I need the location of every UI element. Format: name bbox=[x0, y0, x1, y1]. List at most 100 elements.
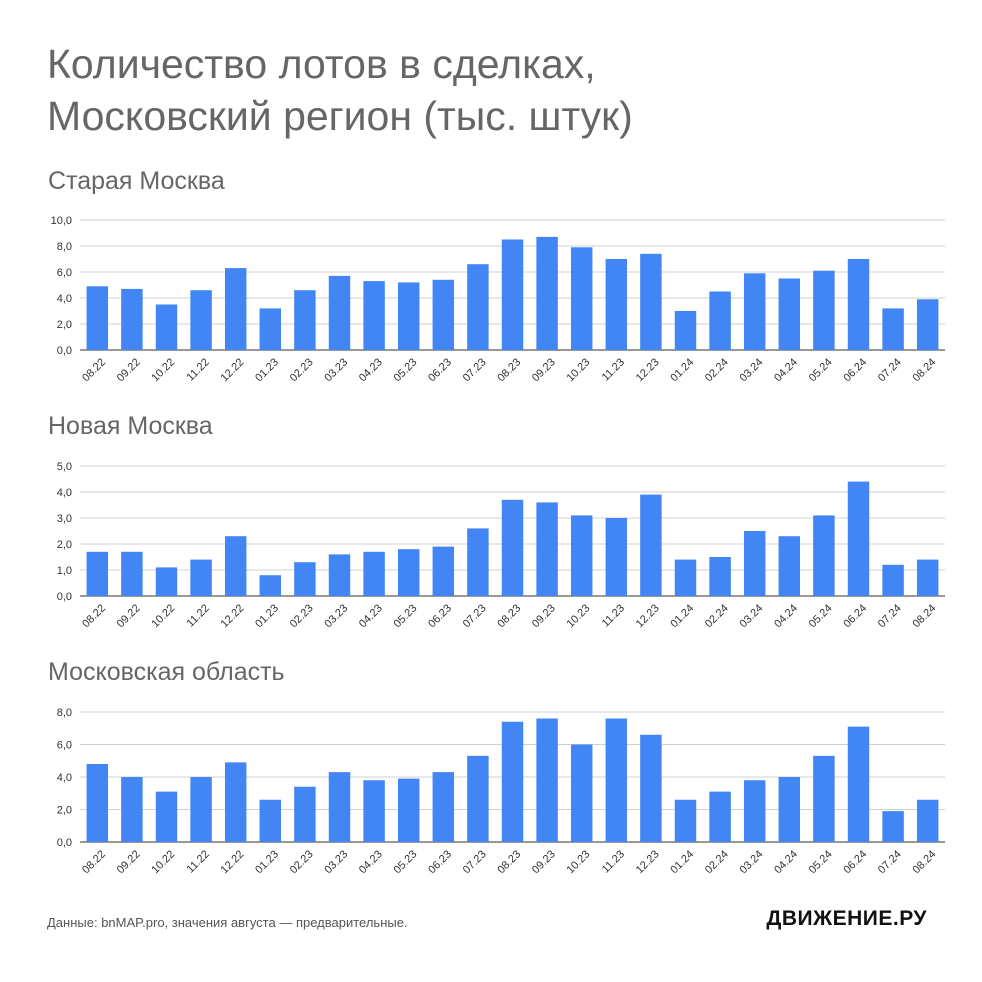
bar-09.23 bbox=[536, 236, 558, 350]
chart-title-old-moscow: Старая Москва bbox=[48, 167, 225, 195]
title-line-2: Московский регион (тыс. штук) bbox=[47, 93, 633, 139]
bar-12.23 bbox=[640, 734, 662, 842]
x-tick-label: 10.22 bbox=[149, 602, 177, 630]
bar-01.23 bbox=[259, 799, 282, 842]
bar-06.23 bbox=[432, 546, 455, 596]
x-tick-label: 12.22 bbox=[219, 356, 247, 384]
y-tick-label: 2,0 bbox=[57, 539, 72, 551]
bar-12.23 bbox=[640, 253, 662, 350]
y-tick-label: 3,0 bbox=[57, 513, 72, 525]
y-tick-label: 5,0 bbox=[57, 461, 72, 473]
bar-08.23 bbox=[501, 721, 524, 842]
bar-01.24 bbox=[674, 799, 697, 842]
bar-11.22 bbox=[190, 559, 212, 596]
page-title: Количество лотов в сделках, Московский р… bbox=[47, 38, 633, 142]
chart-title-new-moscow: Новая Москва bbox=[48, 412, 213, 440]
x-tick-label: 12.22 bbox=[219, 848, 247, 876]
bar-04.23 bbox=[363, 281, 385, 350]
bar-02.23 bbox=[294, 786, 316, 842]
x-tick-label: 07.23 bbox=[461, 848, 489, 876]
y-tick-label: 2,0 bbox=[57, 805, 72, 817]
x-tick-label: 07.24 bbox=[876, 356, 904, 384]
x-tick-label: 05.23 bbox=[392, 356, 420, 384]
x-tick-label: 11.22 bbox=[185, 356, 212, 383]
bar-03.23 bbox=[328, 554, 351, 596]
y-tick-label: 4,0 bbox=[57, 293, 72, 305]
bar-08.24 bbox=[916, 559, 939, 596]
x-tick-label: 09.22 bbox=[115, 356, 143, 384]
bar-12.22 bbox=[224, 536, 247, 596]
x-tick-label: 01.23 bbox=[253, 356, 281, 384]
x-tick-label: 06.23 bbox=[426, 356, 454, 384]
y-tick-label: 6,0 bbox=[57, 267, 72, 279]
x-tick-label: 01.24 bbox=[668, 356, 696, 384]
bar-07.23 bbox=[467, 755, 489, 842]
x-tick-label: 10.23 bbox=[565, 602, 593, 630]
bar-01.23 bbox=[259, 308, 282, 350]
y-tick-label: 0,0 bbox=[57, 591, 72, 603]
x-tick-label: 05.24 bbox=[807, 848, 835, 876]
bar-09.22 bbox=[121, 551, 143, 596]
x-tick-label: 09.23 bbox=[530, 356, 558, 384]
y-tick-label: 1,0 bbox=[57, 565, 72, 577]
x-tick-label: 08.22 bbox=[80, 356, 108, 384]
x-tick-label: 08.24 bbox=[911, 356, 939, 384]
x-tick-label: 02.24 bbox=[703, 848, 731, 876]
x-tick-label: 03.23 bbox=[322, 602, 350, 630]
x-tick-label: 08.23 bbox=[495, 602, 523, 630]
x-tick-label: 05.24 bbox=[807, 356, 835, 384]
bar-06.24 bbox=[847, 726, 870, 842]
x-tick-label: 06.23 bbox=[426, 848, 454, 876]
bar-06.23 bbox=[432, 772, 455, 842]
bar-09.22 bbox=[121, 777, 143, 842]
bar-04.23 bbox=[363, 551, 385, 596]
bar-04.24 bbox=[778, 536, 801, 596]
bar-05.24 bbox=[813, 755, 835, 842]
bar-08.22 bbox=[86, 286, 109, 350]
bar-05.24 bbox=[813, 270, 835, 350]
x-tick-label: 06.24 bbox=[841, 356, 869, 384]
bar-07.24 bbox=[882, 564, 904, 596]
chart-moscow-region: 0,0 2,0 4,0 6,0 8,0 08.22 09.22 10.22 11.22 12.22… bbox=[57, 707, 945, 876]
x-tick-label: 10.22 bbox=[149, 848, 177, 876]
bar-01.24 bbox=[674, 559, 697, 596]
x-tick-label: 04.24 bbox=[772, 356, 800, 384]
bar-08.24 bbox=[916, 299, 939, 350]
x-tick-label: 11.23 bbox=[600, 602, 627, 629]
y-tick-label: 8,0 bbox=[57, 707, 72, 719]
bar-10.23 bbox=[570, 515, 593, 596]
bar-08.24 bbox=[916, 799, 939, 842]
bar-07.23 bbox=[467, 264, 489, 350]
x-tick-label: 04.24 bbox=[772, 848, 800, 876]
x-tick-label: 08.22 bbox=[80, 848, 108, 876]
x-tick-label: 04.23 bbox=[357, 356, 385, 384]
y-tick-label: 10,0 bbox=[51, 215, 72, 227]
x-tick-label: 01.24 bbox=[668, 602, 696, 630]
bar-03.24 bbox=[743, 531, 766, 596]
bar-06.24 bbox=[847, 481, 870, 596]
bar-07.24 bbox=[882, 308, 904, 350]
x-tick-label: 03.23 bbox=[322, 356, 350, 384]
bar-12.23 bbox=[640, 494, 662, 596]
x-tick-label: 08.24 bbox=[911, 848, 939, 876]
y-tick-label: 0,0 bbox=[57, 837, 72, 849]
bar-12.22 bbox=[224, 268, 247, 350]
x-tick-label: 06.24 bbox=[841, 848, 869, 876]
y-tick-label: 8,0 bbox=[57, 241, 72, 253]
bar-02.24 bbox=[709, 557, 731, 596]
bar-10.22 bbox=[155, 791, 178, 842]
x-tick-label: 01.23 bbox=[253, 602, 281, 630]
bar-08.22 bbox=[86, 764, 109, 842]
bar-10.23 bbox=[570, 744, 593, 842]
bar-05.23 bbox=[397, 549, 420, 596]
x-tick-label: 07.23 bbox=[461, 602, 489, 630]
chart-old-moscow: 0,0 2,0 4,0 6,0 8,0 10,0 08.22 09.22 10.22 11.22 1… bbox=[51, 215, 945, 384]
x-tick-label: 04.24 bbox=[772, 602, 800, 630]
x-tick-label: 11.22 bbox=[185, 848, 212, 875]
y-tick-label: 4,0 bbox=[57, 487, 72, 499]
x-tick-label: 03.23 bbox=[322, 848, 350, 876]
x-tick-label: 01.24 bbox=[668, 848, 696, 876]
bar-11.23 bbox=[605, 259, 628, 350]
x-tick-label: 09.23 bbox=[530, 602, 558, 630]
data-source-note: Данные: bnMAP.pro, значения августа — пр… bbox=[47, 915, 408, 930]
